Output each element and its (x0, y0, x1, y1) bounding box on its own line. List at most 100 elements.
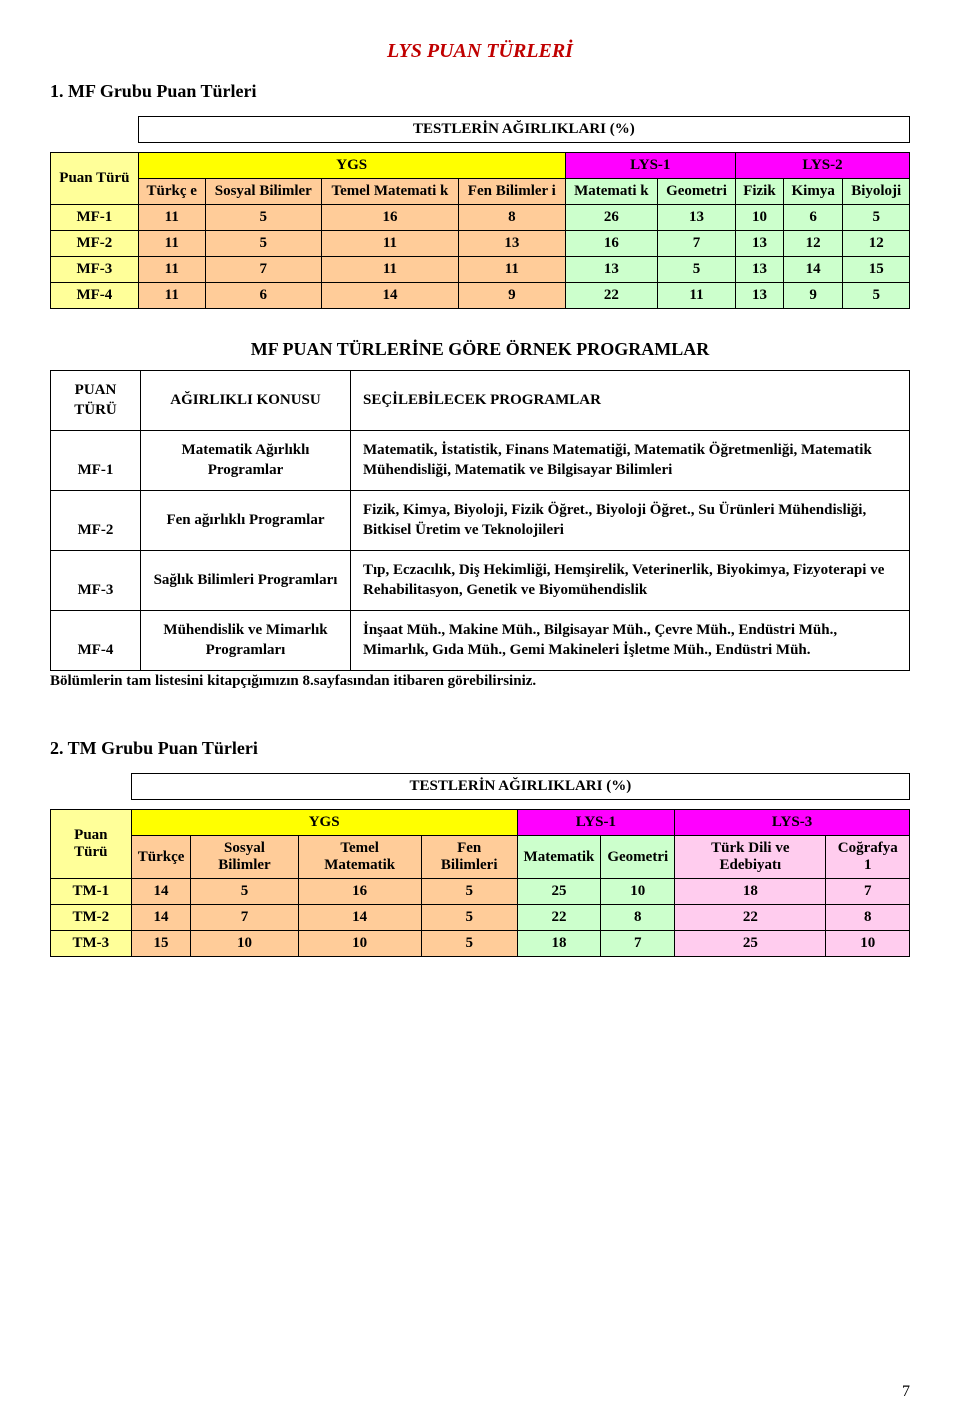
table-cell: 8 (459, 205, 566, 231)
page-number: 7 (902, 1383, 910, 1401)
col-header: Fen Bilimler i (459, 179, 566, 205)
table-row-label: TM-1 (51, 879, 132, 905)
table-cell: 5 (843, 283, 910, 309)
table-tm-weights: TESTLERİN AĞIRLIKLARI (%) Puan Türü YGS … (50, 773, 910, 957)
table-cell: 25 (517, 879, 601, 905)
col-header: Coğrafya 1 (826, 836, 910, 879)
programs-col2: AĞIRLIKLI KONUSU (141, 371, 351, 431)
table-cell: 13 (459, 231, 566, 257)
group-lys1-2: LYS-1 (517, 810, 675, 836)
table-cell: 10 (601, 879, 675, 905)
table-cell: 11 (138, 205, 205, 231)
table-cell: 14 (131, 905, 191, 931)
table-cell: 16 (321, 205, 458, 231)
col-header: Kimya (783, 179, 842, 205)
table-cell: 14 (131, 879, 191, 905)
group-lys1: LYS-1 (565, 153, 735, 179)
table-cell: 25 (675, 931, 826, 957)
table-row-label: TM-3 (51, 931, 132, 957)
page-title: LYS PUAN TÜRLERİ (50, 40, 910, 63)
col-header: Fizik (735, 179, 783, 205)
table-cell: 11 (658, 283, 736, 309)
table-cell: 11 (321, 257, 458, 283)
table-cell: 16 (298, 879, 421, 905)
col-header: Sosyal Bilimler (205, 179, 321, 205)
table-cell: 8 (601, 905, 675, 931)
table-cell: 9 (459, 283, 566, 309)
table-cell: 7 (601, 931, 675, 957)
table-cell: 22 (675, 905, 826, 931)
table-cell: 13 (735, 283, 783, 309)
group-lys2: LYS-2 (735, 153, 909, 179)
col-header: Türkçe (131, 836, 191, 879)
col-header: Biyoloji (843, 179, 910, 205)
table-row-label: TM-2 (51, 905, 132, 931)
table-cell: 15 (843, 257, 910, 283)
table-cell: 18 (517, 931, 601, 957)
col-header: Temel Matematik (298, 836, 421, 879)
table-cell: 5 (205, 205, 321, 231)
table-cell: 22 (565, 283, 657, 309)
program-list: İnşaat Müh., Makine Müh., Bilgisayar Müh… (351, 611, 910, 671)
program-subject: Mühendislik ve Mimarlık Programları (141, 611, 351, 671)
programs-col3: SEÇİLEBİLECEK PROGRAMLAR (351, 371, 910, 431)
program-subject: Matematik Ağırlıklı Programlar (141, 431, 351, 491)
weights-header: TESTLERİN AĞIRLIKLARI (%) (138, 117, 909, 143)
table-cell: 12 (783, 231, 842, 257)
col-header: Geometri (658, 179, 736, 205)
table-cell: 6 (783, 205, 842, 231)
table-cell: 5 (421, 879, 517, 905)
table-mf-weights: TESTLERİN AĞIRLIKLARI (%) Puan Türü YGS … (50, 116, 910, 309)
row-label-header-2: Puan Türü (51, 810, 132, 879)
table-cell: 5 (658, 257, 736, 283)
program-type: MF-1 (51, 431, 141, 491)
col-header: Matemati k (565, 179, 657, 205)
program-list: Fizik, Kimya, Biyoloji, Fizik Öğret., Bi… (351, 491, 910, 551)
table-cell: 5 (843, 205, 910, 231)
table-cell: 10 (191, 931, 298, 957)
col-header: Fen Bilimleri (421, 836, 517, 879)
table-cell: 11 (138, 231, 205, 257)
table-cell: 13 (565, 257, 657, 283)
table-cell: 5 (421, 905, 517, 931)
table-cell: 7 (205, 257, 321, 283)
table-cell: 26 (565, 205, 657, 231)
table-cell: 16 (565, 231, 657, 257)
table-mf-programs: PUAN TÜRÜ AĞIRLIKLI KONUSU SEÇİLEBİLECEK… (50, 370, 910, 671)
table-cell: 10 (735, 205, 783, 231)
table-cell: 10 (826, 931, 910, 957)
table-cell: 13 (735, 231, 783, 257)
table-cell: 11 (138, 283, 205, 309)
table-row-label: MF-1 (51, 205, 139, 231)
table-row-label: MF-2 (51, 231, 139, 257)
group-lys3: LYS-3 (675, 810, 910, 836)
table-cell: 13 (735, 257, 783, 283)
table-cell: 11 (321, 231, 458, 257)
program-subject: Fen ağırlıklı Programlar (141, 491, 351, 551)
table-cell: 7 (826, 879, 910, 905)
table-cell: 18 (675, 879, 826, 905)
col-header: Geometri (601, 836, 675, 879)
table-cell: 7 (658, 231, 736, 257)
table-cell: 5 (191, 879, 298, 905)
programs-col1: PUAN TÜRÜ (51, 371, 141, 431)
table-cell: 15 (131, 931, 191, 957)
group-ygs: YGS (138, 153, 565, 179)
table-cell: 6 (205, 283, 321, 309)
section1-title: 1. MF Grubu Puan Türleri (50, 81, 910, 102)
table-cell: 14 (298, 905, 421, 931)
table-cell: 7 (191, 905, 298, 931)
weights-header-2: TESTLERİN AĞIRLIKLARI (%) (131, 774, 909, 800)
program-subject: Sağlık Bilimleri Programları (141, 551, 351, 611)
programs-title: MF PUAN TÜRLERİNE GÖRE ÖRNEK PROGRAMLAR (50, 339, 910, 360)
programs-note: Bölümlerin tam listesini kitapçığımızın … (50, 673, 910, 690)
col-header: Türk Dili ve Edebiyatı (675, 836, 826, 879)
table-cell: 14 (783, 257, 842, 283)
table-cell: 12 (843, 231, 910, 257)
program-list: Tıp, Eczacılık, Diş Hekimliği, Hemşireli… (351, 551, 910, 611)
section2-title: 2. TM Grubu Puan Türleri (50, 738, 910, 759)
col-header: Temel Matemati k (321, 179, 458, 205)
group-ygs-2: YGS (131, 810, 517, 836)
table-cell: 5 (421, 931, 517, 957)
row-label-header: Puan Türü (51, 153, 139, 205)
